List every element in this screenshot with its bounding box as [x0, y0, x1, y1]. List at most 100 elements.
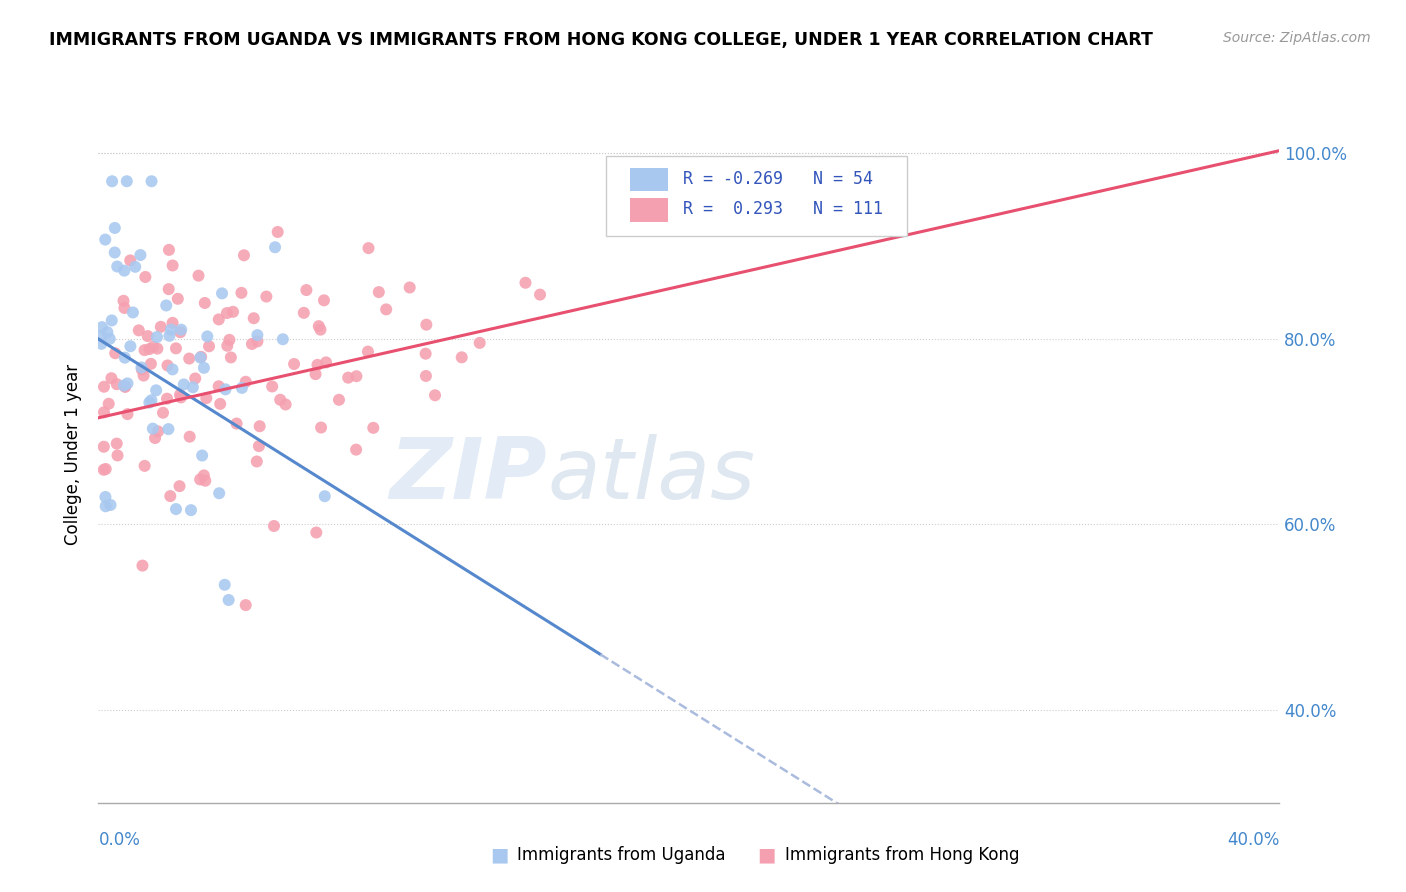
- Point: [91, 320, 114, 334]
- Point: [120, 339, 142, 353]
- Point: [152, 406, 174, 420]
- Text: 0.0%: 0.0%: [98, 830, 141, 848]
- Point: [122, 305, 145, 319]
- Point: [117, 407, 139, 421]
- Point: [157, 243, 180, 257]
- Point: [134, 270, 156, 285]
- Point: [218, 593, 240, 607]
- Point: [357, 241, 380, 255]
- Point: [165, 502, 187, 516]
- Point: [193, 360, 215, 375]
- Point: [337, 370, 360, 384]
- Point: [193, 468, 215, 483]
- Point: [344, 442, 367, 457]
- Text: IMMIGRANTS FROM UGANDA VS IMMIGRANTS FROM HONG KONG COLLEGE, UNDER 1 YEAR CORREL: IMMIGRANTS FROM UGANDA VS IMMIGRANTS FRO…: [49, 31, 1153, 49]
- Point: [146, 342, 169, 356]
- Point: [179, 351, 201, 366]
- Point: [114, 379, 136, 393]
- Point: [155, 298, 177, 312]
- Point: [131, 558, 153, 573]
- Point: [180, 503, 202, 517]
- Point: [94, 462, 117, 476]
- Point: [267, 225, 290, 239]
- Point: [254, 289, 277, 303]
- Text: 40.0%: 40.0%: [1227, 830, 1279, 848]
- Point: [138, 395, 160, 409]
- Text: atlas: atlas: [547, 434, 755, 517]
- Point: [211, 286, 233, 301]
- Point: [263, 519, 285, 533]
- Point: [346, 369, 368, 384]
- Point: [101, 174, 124, 188]
- Point: [104, 221, 127, 235]
- Point: [190, 350, 212, 364]
- Point: [157, 422, 180, 436]
- Point: [141, 393, 163, 408]
- Point: [246, 454, 269, 468]
- Point: [97, 397, 120, 411]
- Point: [190, 351, 212, 365]
- Point: [104, 245, 127, 260]
- Point: [415, 368, 437, 383]
- Point: [218, 333, 240, 347]
- Point: [247, 439, 270, 453]
- Point: [367, 285, 389, 299]
- Point: [309, 420, 332, 434]
- Point: [90, 336, 112, 351]
- Text: Immigrants from Hong Kong: Immigrants from Hong Kong: [785, 846, 1019, 863]
- Point: [105, 377, 128, 392]
- Point: [231, 285, 253, 300]
- Text: Immigrants from Uganda: Immigrants from Uganda: [517, 846, 725, 863]
- Point: [131, 362, 153, 376]
- Point: [169, 388, 191, 402]
- Point: [143, 431, 166, 445]
- Point: [292, 306, 315, 320]
- Point: [271, 332, 294, 346]
- Point: [169, 479, 191, 493]
- Point: [120, 253, 142, 268]
- Point: [100, 498, 122, 512]
- Point: [90, 329, 112, 343]
- Point: [170, 323, 193, 337]
- Point: [357, 344, 380, 359]
- Point: [231, 381, 253, 395]
- Point: [375, 302, 398, 317]
- Point: [94, 233, 117, 247]
- Point: [328, 392, 350, 407]
- Point: [246, 334, 269, 349]
- Point: [131, 360, 153, 375]
- Point: [134, 458, 156, 473]
- Point: [246, 328, 269, 343]
- Point: [93, 380, 115, 394]
- Point: [195, 391, 218, 405]
- Point: [170, 391, 193, 405]
- Point: [162, 316, 184, 330]
- Point: [104, 346, 127, 360]
- Point: [187, 268, 209, 283]
- Point: [142, 340, 165, 354]
- Point: [309, 323, 332, 337]
- Point: [132, 368, 155, 383]
- Point: [304, 367, 326, 381]
- Point: [363, 421, 385, 435]
- Point: [415, 318, 437, 332]
- Point: [415, 347, 437, 361]
- Point: [214, 382, 236, 396]
- Point: [100, 371, 122, 385]
- Point: [219, 351, 242, 365]
- Point: [262, 379, 284, 393]
- Point: [145, 384, 167, 398]
- Point: [181, 380, 204, 394]
- Point: [305, 525, 328, 540]
- Point: [295, 283, 318, 297]
- Point: [264, 240, 287, 254]
- Point: [194, 296, 217, 310]
- Point: [160, 322, 183, 336]
- Point: [233, 248, 256, 262]
- Point: [529, 287, 551, 301]
- Point: [117, 376, 139, 391]
- Point: [112, 293, 135, 308]
- Point: [165, 342, 187, 356]
- Point: [398, 280, 420, 294]
- Point: [235, 598, 257, 612]
